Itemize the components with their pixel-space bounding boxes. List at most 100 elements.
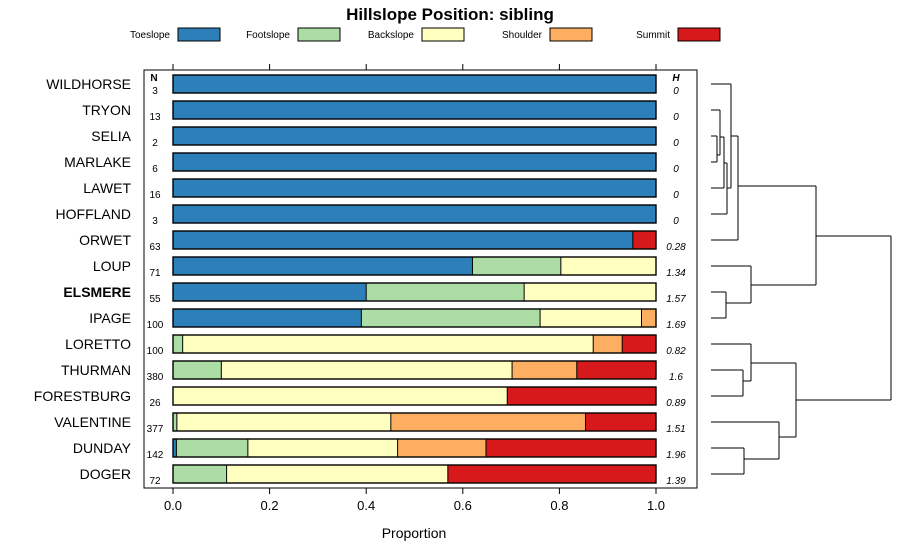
row-wildhorse: WILDHORSE 3 0 bbox=[46, 74, 679, 97]
h-value: 0 bbox=[673, 112, 679, 123]
legend-swatch-toeslope bbox=[177, 27, 221, 42]
row-marlake: MARLAKE 6 0 bbox=[64, 152, 679, 175]
bar-segment-footslope bbox=[472, 257, 561, 275]
row-label: LORETTO bbox=[65, 336, 131, 352]
row-ipage: IPAGE 100 1.69 bbox=[89, 308, 686, 331]
plot-panel bbox=[143, 69, 698, 489]
row-forestburg: FORESTBURG 26 0.89 bbox=[34, 386, 686, 409]
n-value: 2 bbox=[152, 138, 158, 149]
bar-segment-shoulder bbox=[512, 361, 577, 379]
bar-segment-summit bbox=[632, 231, 656, 249]
h-value: 0.82 bbox=[666, 346, 686, 357]
bar-segment-backslope bbox=[182, 335, 594, 353]
row-label: IPAGE bbox=[89, 310, 131, 326]
bar-segment-footslope bbox=[173, 465, 227, 483]
bar-segment-toeslope bbox=[173, 153, 656, 171]
x-tick-label: 0.6 bbox=[454, 498, 472, 513]
chart-title: Hillslope Position: sibling bbox=[346, 5, 554, 24]
x-tick-label: 1.0 bbox=[647, 498, 665, 513]
h-value: 0 bbox=[673, 216, 679, 227]
bar-segment-backslope bbox=[247, 439, 398, 457]
bar-segment-toeslope bbox=[173, 127, 656, 145]
bar-segment-backslope bbox=[524, 283, 656, 301]
bar-segment-summit bbox=[485, 439, 656, 457]
n-value: 26 bbox=[149, 398, 161, 409]
legend-label-shoulder: Shoulder bbox=[502, 30, 543, 41]
legend-swatch-backslope bbox=[421, 27, 465, 42]
n-value: 63 bbox=[149, 242, 161, 253]
row-label: HOFFLAND bbox=[56, 206, 131, 222]
row-dunday: DUNDAY 142 1.96 bbox=[73, 438, 686, 461]
h-value: 1.39 bbox=[666, 476, 686, 487]
row-orwet: ORWET 63 0.28 bbox=[79, 230, 686, 253]
bar-segment-summit bbox=[585, 413, 656, 431]
n-value: 13 bbox=[149, 112, 161, 123]
bar-outline bbox=[172, 126, 657, 146]
bar-outline bbox=[172, 360, 657, 380]
bar-outline bbox=[172, 334, 657, 354]
bar-segment-toeslope bbox=[173, 309, 362, 327]
row-label: VALENTINE bbox=[54, 414, 131, 430]
n-value: 3 bbox=[152, 216, 158, 227]
row-valentine: VALENTINE 377 1.51 bbox=[54, 412, 686, 435]
n-value: 6 bbox=[152, 164, 158, 175]
n-value: 71 bbox=[149, 268, 161, 279]
row-label: LAWET bbox=[83, 180, 131, 196]
row-label: LOUP bbox=[93, 258, 131, 274]
n-value: 100 bbox=[147, 320, 164, 331]
bar-segment-toeslope bbox=[173, 231, 633, 249]
bar-segment-backslope bbox=[540, 309, 642, 327]
x-tick-label: 0.8 bbox=[550, 498, 568, 513]
bar-outline bbox=[172, 308, 657, 328]
bar-segment-toeslope bbox=[173, 205, 656, 223]
h-value: 0 bbox=[673, 138, 679, 149]
h-value: 0 bbox=[673, 86, 679, 97]
bar-segment-toeslope bbox=[173, 75, 656, 93]
bar-segment-backslope bbox=[560, 257, 656, 275]
bar-segment-backslope bbox=[173, 387, 508, 405]
bar-segment-toeslope bbox=[173, 257, 473, 275]
bar-segment-shoulder bbox=[641, 309, 656, 327]
bar-segment-footslope bbox=[361, 309, 541, 327]
bar-segment-toeslope bbox=[173, 439, 177, 457]
n-value: 3 bbox=[152, 86, 158, 97]
x-tick-label: 0.0 bbox=[164, 498, 182, 513]
bar-segment-backslope bbox=[221, 361, 513, 379]
h-value: 0 bbox=[673, 190, 679, 201]
bar-outline bbox=[172, 256, 657, 276]
n-value: 72 bbox=[149, 476, 161, 487]
h-value: 1.6 bbox=[669, 372, 683, 383]
dendrogram bbox=[711, 83, 892, 475]
row-hoffland: HOFFLAND 3 0 bbox=[56, 204, 679, 227]
h-value: 1.96 bbox=[666, 450, 686, 461]
row-tryon: TRYON 13 0 bbox=[82, 100, 679, 123]
bar-segment-footslope bbox=[173, 413, 177, 431]
bar-segment-footslope bbox=[366, 283, 525, 301]
row-label: DOGER bbox=[80, 466, 131, 482]
bar-segment-shoulder bbox=[593, 335, 623, 353]
n-value: 100 bbox=[147, 346, 164, 357]
bar-segment-summit bbox=[576, 361, 656, 379]
h-value: 1.69 bbox=[666, 320, 686, 331]
bar-outline bbox=[172, 282, 657, 302]
h-value: 0.89 bbox=[666, 398, 686, 409]
bar-outline bbox=[172, 74, 657, 94]
bar-outline bbox=[172, 412, 657, 432]
h-value: 1.57 bbox=[666, 294, 686, 305]
h-value: 0 bbox=[673, 164, 679, 175]
bar-outline bbox=[172, 204, 657, 224]
n-value: 380 bbox=[147, 372, 164, 383]
bar-segment-backslope bbox=[226, 465, 448, 483]
bar-outline bbox=[172, 438, 657, 458]
bar-segment-footslope bbox=[173, 361, 222, 379]
row-loup: LOUP 71 1.34 bbox=[93, 256, 686, 279]
row-label: SELIA bbox=[91, 128, 131, 144]
legend: Toeslope Footslope Backslope Shoulder Summit bbox=[130, 27, 721, 42]
bar-segment-summit bbox=[507, 387, 656, 405]
x-tick-label: 0.2 bbox=[261, 498, 279, 513]
row-elsmere: ELSMERE 55 1.57 bbox=[63, 282, 686, 305]
row-label: THURMAN bbox=[61, 362, 131, 378]
x-axis-title: Proportion bbox=[382, 525, 447, 541]
row-loretto: LORETTO 100 0.82 bbox=[65, 334, 686, 357]
